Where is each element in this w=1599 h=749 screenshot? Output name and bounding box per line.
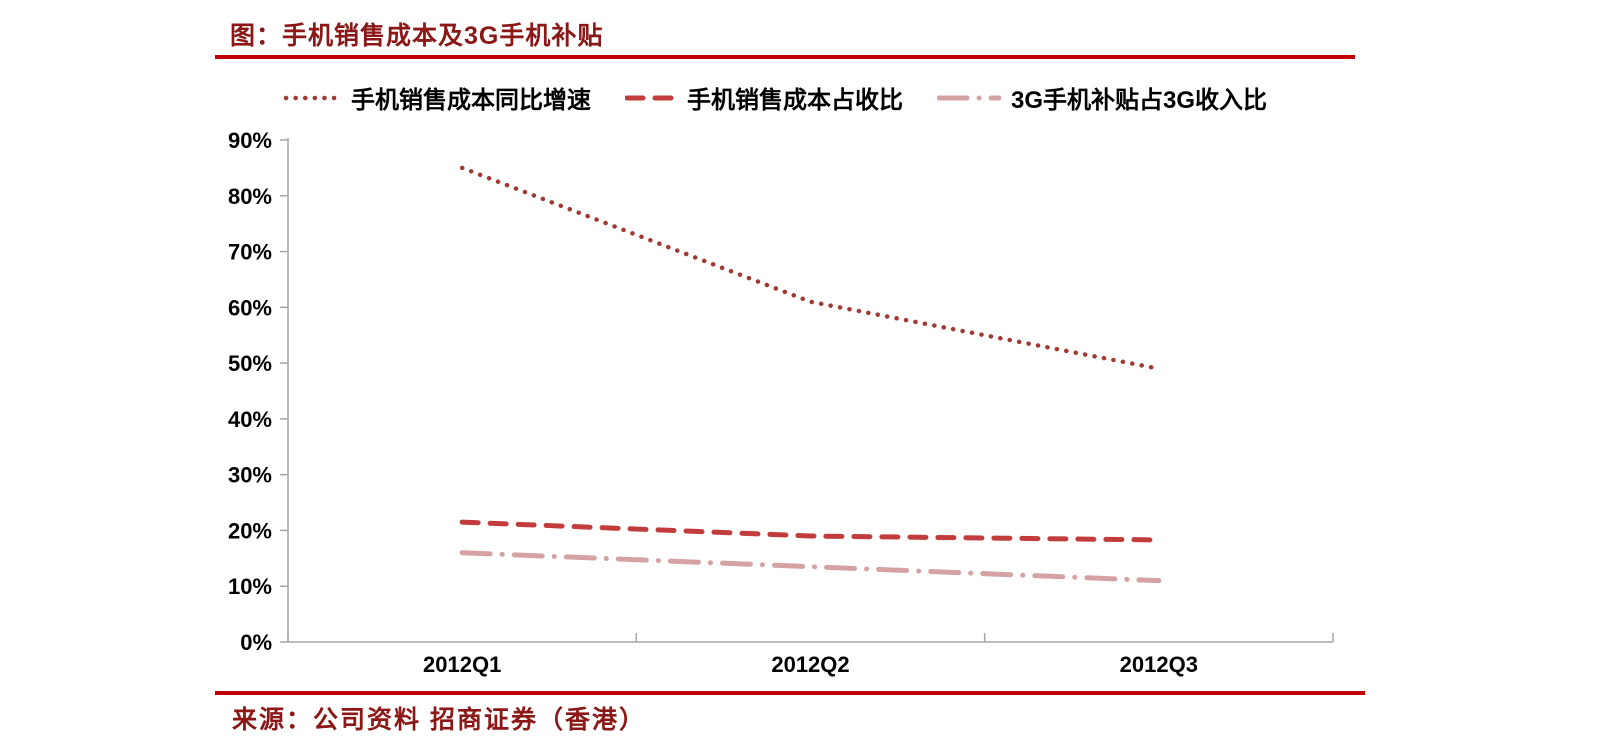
dotted-line-icon: [283, 95, 341, 100]
x-tick-label: 2012Q3: [1120, 652, 1198, 677]
source-note: 来源：公司资料 招商证券（香港）: [232, 706, 646, 734]
legend-label: 手机销售成本同比增速: [351, 87, 591, 114]
y-tick-label: 0%: [240, 630, 272, 655]
y-tick-label: 50%: [228, 351, 272, 376]
footer-separator-line: [215, 691, 1365, 695]
series-line-1: [459, 519, 1162, 543]
chart-title: 图：手机销售成本及3G手机补贴: [230, 22, 604, 50]
legend-label: 手机销售成本占收比: [687, 87, 903, 114]
y-tick-label: 40%: [228, 407, 272, 432]
x-tick-label: 2012Q2: [771, 652, 849, 677]
series-line-0: [459, 165, 1162, 371]
legend-item-3g-subsidy-ratio: 3G手机补贴占3G收入比: [937, 80, 1267, 115]
legend-item-cost-revenue-ratio: 手机销售成本占收比: [625, 80, 903, 115]
y-tick-label: 20%: [228, 518, 272, 543]
dashed-line-icon: [625, 95, 677, 100]
series-line-2: [459, 550, 1162, 584]
chart-legend: 手机销售成本同比增速 手机销售成本占收比 3G手机补贴占3G收入比: [283, 80, 1267, 115]
y-tick-label: 90%: [228, 128, 272, 153]
y-tick-label: 30%: [228, 463, 272, 488]
y-tick-label: 60%: [228, 295, 272, 320]
legend-item-yoy-growth: 手机销售成本同比增速: [283, 80, 591, 115]
x-tick-label: 2012Q1: [423, 652, 501, 677]
y-tick-label: 10%: [228, 574, 272, 599]
dash-dot-line-icon: [937, 95, 1001, 100]
y-tick-label: 80%: [228, 184, 272, 209]
title-separator-line: [215, 55, 1355, 59]
y-tick-label: 70%: [228, 240, 272, 265]
legend-label: 3G手机补贴占3G收入比: [1011, 87, 1268, 114]
